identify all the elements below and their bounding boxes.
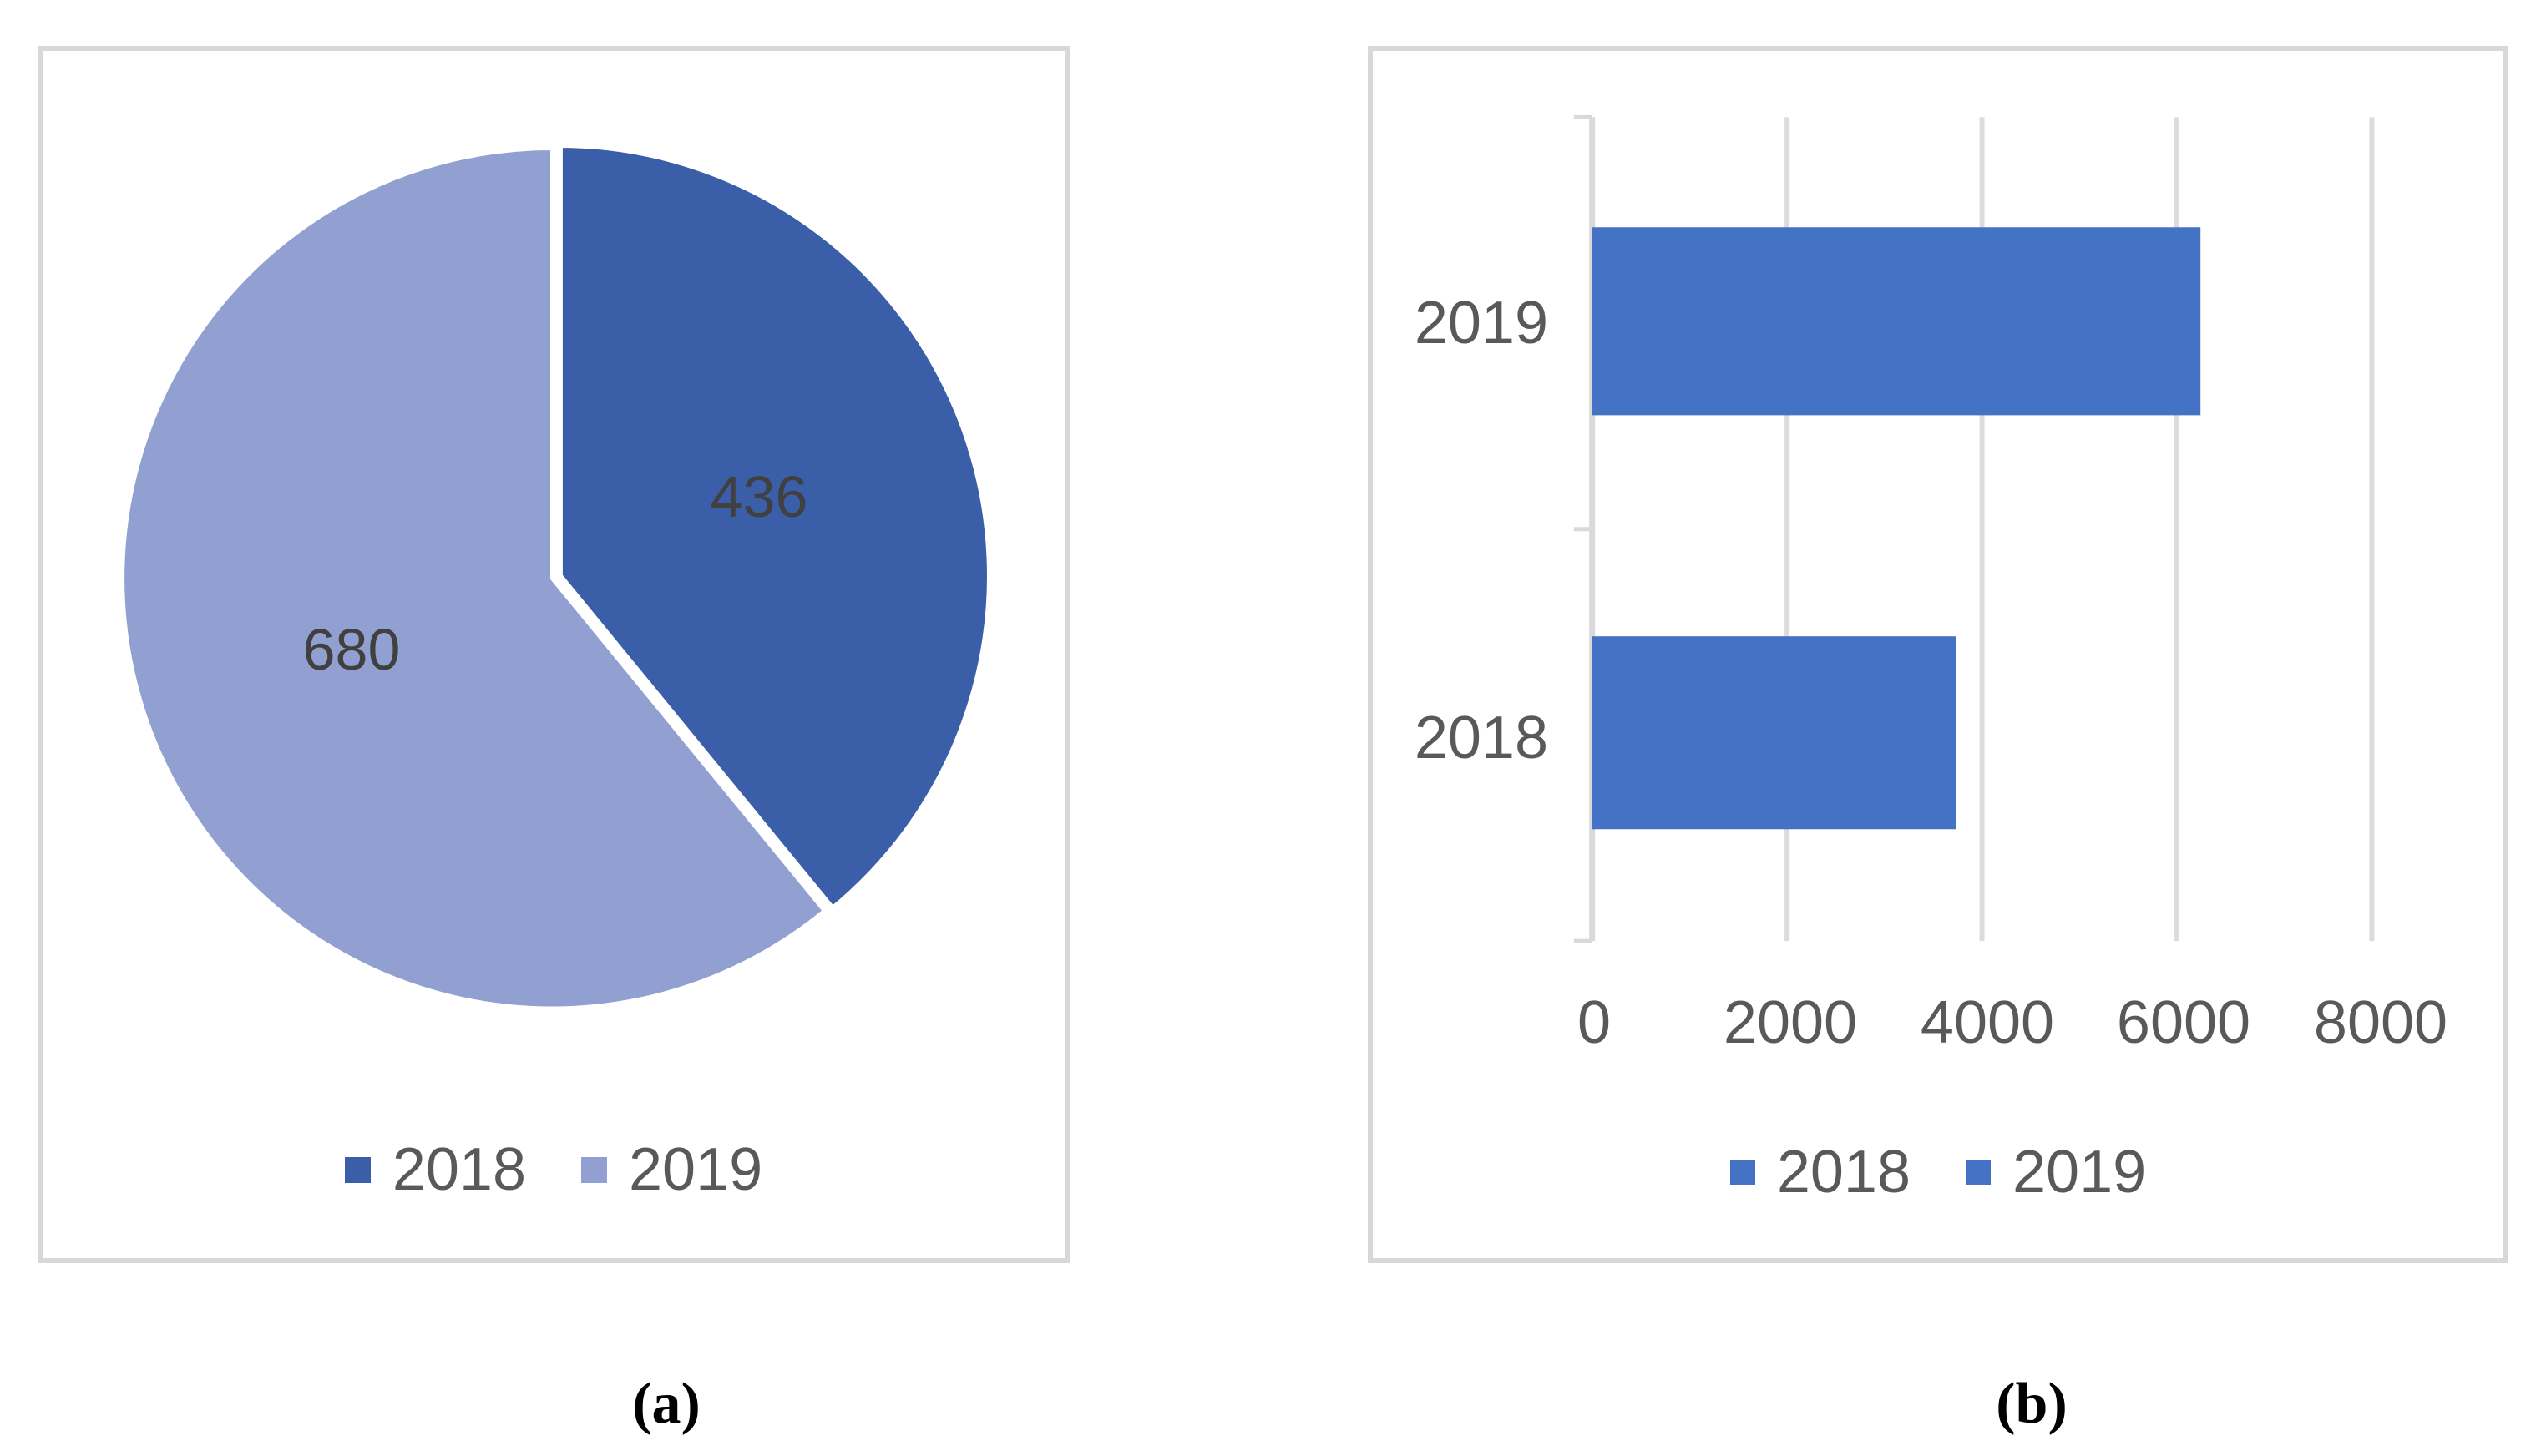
caption-b: (b) [1996,1372,2068,1436]
pie-data-label-2018: 436 [710,464,808,529]
swatch-rect [1966,1160,1991,1185]
x-tick-label-2000: 2000 [1723,989,1858,1056]
pie-legend-label-2019: 2019 [629,1136,763,1203]
x-tick-label-6000: 6000 [2116,989,2251,1056]
pie-data-label-2019: 680 [302,617,401,682]
caption-a: (a) [632,1372,701,1436]
bar-2019 [1592,227,2201,416]
bar-legend-label-2018: 2018 [1776,1139,1911,1206]
pie-legend-swatch-2019-icon [581,1156,607,1183]
bar-legend-label-2019: 2019 [2012,1139,2147,1206]
pie-chart-panel: 436 680 2018 2019 [38,46,1070,1263]
category-label-2018: 2018 [1414,705,1548,771]
pie-slice-2019 [119,145,828,1012]
bar-legend-item-2019: 2019 [1966,1142,2146,1202]
bar-2018 [1592,636,1956,830]
pie-legend-item-2019: 2019 [581,1140,762,1200]
pie-slice-2018 [557,143,992,912]
pie-chart [119,143,992,1012]
category-axis [1573,114,1596,943]
x-tick-label-4000: 4000 [1920,989,2055,1056]
x-tick-label-0: 0 [1577,989,1612,1056]
bar-chart-panel: 2019 2018 0 2000 4000 6000 8000 2018 201… [1368,46,2508,1263]
swatch-rect [1729,1160,1755,1185]
bar-chart [1573,114,2375,943]
pie-legend-swatch-2018-icon [344,1156,371,1183]
pie-legend: 2018 2019 [43,1140,1065,1200]
bar-legend-swatch-2018-icon [1729,1160,1755,1185]
bar-legend-item-2018: 2018 [1729,1139,1911,1206]
pie-legend-item-2018: 2018 [344,1136,526,1203]
category-label-2019: 2019 [1414,290,1548,356]
x-tick-label-8000: 8000 [2313,989,2448,1056]
bar-legend-swatch-2019-icon [1966,1160,1991,1185]
swatch-rect [581,1156,607,1183]
swatch-rect [344,1156,371,1183]
bar-legend: 2018 2019 [1373,1142,2503,1202]
pie-legend-label-2018: 2018 [392,1136,526,1203]
